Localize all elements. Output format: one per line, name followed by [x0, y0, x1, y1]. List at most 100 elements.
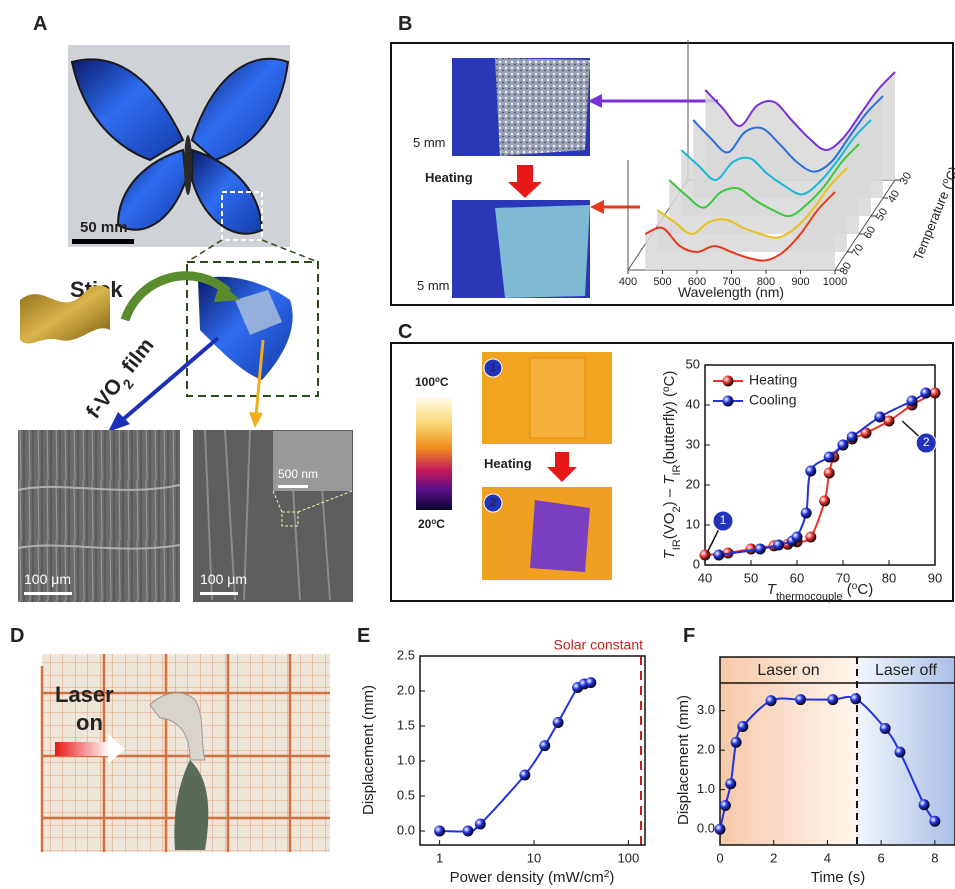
scale-bar	[72, 239, 134, 244]
y-axis-label: Displacement (mm)	[360, 685, 377, 815]
y-tick-label: 30	[686, 436, 700, 451]
marker	[725, 778, 736, 789]
scale-bar	[24, 592, 72, 595]
y-tick-label: 0.0	[397, 822, 415, 837]
scale-bar	[278, 485, 308, 488]
x-tick-label: 40	[698, 570, 712, 585]
colorbar	[416, 398, 452, 510]
colorbar-part: 100	[415, 375, 435, 389]
marker	[792, 532, 803, 543]
axis-label-part: C)	[857, 581, 873, 598]
colorbar-part: C	[436, 517, 445, 531]
x-tick-label: 400	[619, 276, 637, 288]
axis-label-part: C)	[661, 371, 678, 387]
x-tick-label: 6	[878, 850, 885, 865]
marker	[824, 468, 835, 479]
marker	[731, 737, 742, 748]
legend-marker	[723, 376, 734, 387]
thermal-sample	[530, 500, 590, 572]
panel-label: C	[398, 321, 412, 343]
y-tick-label: 2.0	[697, 742, 715, 757]
marker	[539, 740, 550, 751]
laser-beam	[55, 742, 110, 756]
legend-label: Cooling	[749, 392, 796, 408]
figure: A 50 mm Stick f-VO2 film 100 μm 500 nm 1…	[0, 0, 955, 889]
colorbar-part: 20	[418, 517, 432, 531]
y-tick-label: 20	[686, 476, 700, 491]
laser-label: on	[76, 710, 103, 735]
marker	[850, 693, 861, 704]
legend-marker	[723, 396, 734, 407]
y-tick-label: 1.0	[697, 781, 715, 796]
marker	[838, 440, 849, 451]
axis-label-part: (butterfly) (	[661, 392, 678, 465]
scale-label: 5 mm	[413, 135, 446, 150]
x-axis-label: Power density (mW/cm2)	[450, 869, 615, 887]
y-tick-label: 2.5	[397, 647, 415, 662]
x-tick-label: 900	[791, 276, 809, 288]
y-axis-label: Displacement (mm)	[675, 695, 692, 825]
panel-label: B	[398, 13, 412, 35]
y-tick-label: 2.0	[397, 682, 415, 697]
laser-label: Laser	[55, 682, 114, 707]
scale-label: 50 mm	[80, 219, 128, 236]
x-tick-label: 10	[527, 850, 541, 865]
marker	[847, 432, 858, 443]
x-tick-label: 70	[836, 570, 850, 585]
x-tick-label: 1	[436, 850, 443, 865]
axis-label-part: IR	[671, 464, 683, 475]
reference-label: Solar constant	[554, 637, 644, 653]
marker	[919, 799, 930, 810]
x-tick-label: 4	[824, 850, 831, 865]
x-tick-label: 90	[928, 570, 942, 585]
image-badge-label: 1	[490, 362, 496, 374]
y-tick-label: 0.5	[397, 787, 415, 802]
y-tick-label: 0	[693, 556, 700, 571]
heating-label: Heating	[484, 456, 532, 471]
panel-label: F	[683, 625, 695, 647]
film-image	[495, 58, 590, 156]
legend-label: Heating	[749, 372, 797, 388]
region	[857, 657, 955, 845]
annotation-label: 1	[720, 513, 727, 527]
colorbar-max: 100oC	[415, 375, 449, 390]
axis-label-part: (VO	[661, 513, 678, 540]
marker	[824, 452, 835, 463]
x-tick-label: 1000	[823, 276, 847, 288]
scale-label: 100 μm	[24, 571, 71, 587]
marker	[805, 532, 816, 543]
scale-label: 100 μm	[200, 571, 247, 587]
axis-label-part: ) –	[661, 485, 678, 507]
marker	[715, 824, 726, 835]
marker	[907, 396, 918, 407]
scale-bar	[200, 592, 238, 595]
y-tick-label: 0.0	[697, 821, 715, 836]
y-tick-label: 1.0	[397, 752, 415, 767]
region	[720, 657, 857, 845]
axis-label-part: IR	[671, 539, 683, 550]
marker	[801, 508, 812, 519]
x-tick-label: 50	[744, 570, 758, 585]
marker	[874, 412, 885, 423]
marker	[713, 550, 724, 561]
y-tick-label: 50	[686, 356, 700, 371]
x-tick-label: 0	[716, 850, 723, 865]
x-tick-label: 2	[770, 850, 777, 865]
axis-label-part: )	[609, 869, 614, 886]
marker	[805, 466, 816, 477]
marker	[519, 770, 530, 781]
marker	[929, 816, 940, 827]
y-tick-label: 10	[686, 516, 700, 531]
y-tick-label: 1.5	[397, 717, 415, 732]
thermal-sample	[530, 358, 585, 438]
marker	[585, 677, 596, 688]
panel-label: A	[33, 13, 47, 35]
film-image	[495, 205, 590, 298]
image-badge-label: 2	[490, 497, 496, 509]
marker	[553, 717, 564, 728]
marker	[434, 826, 445, 837]
marker	[795, 694, 806, 705]
marker	[827, 694, 838, 705]
scale-label: 500 nm	[278, 467, 318, 481]
panel-label: D	[10, 625, 24, 647]
